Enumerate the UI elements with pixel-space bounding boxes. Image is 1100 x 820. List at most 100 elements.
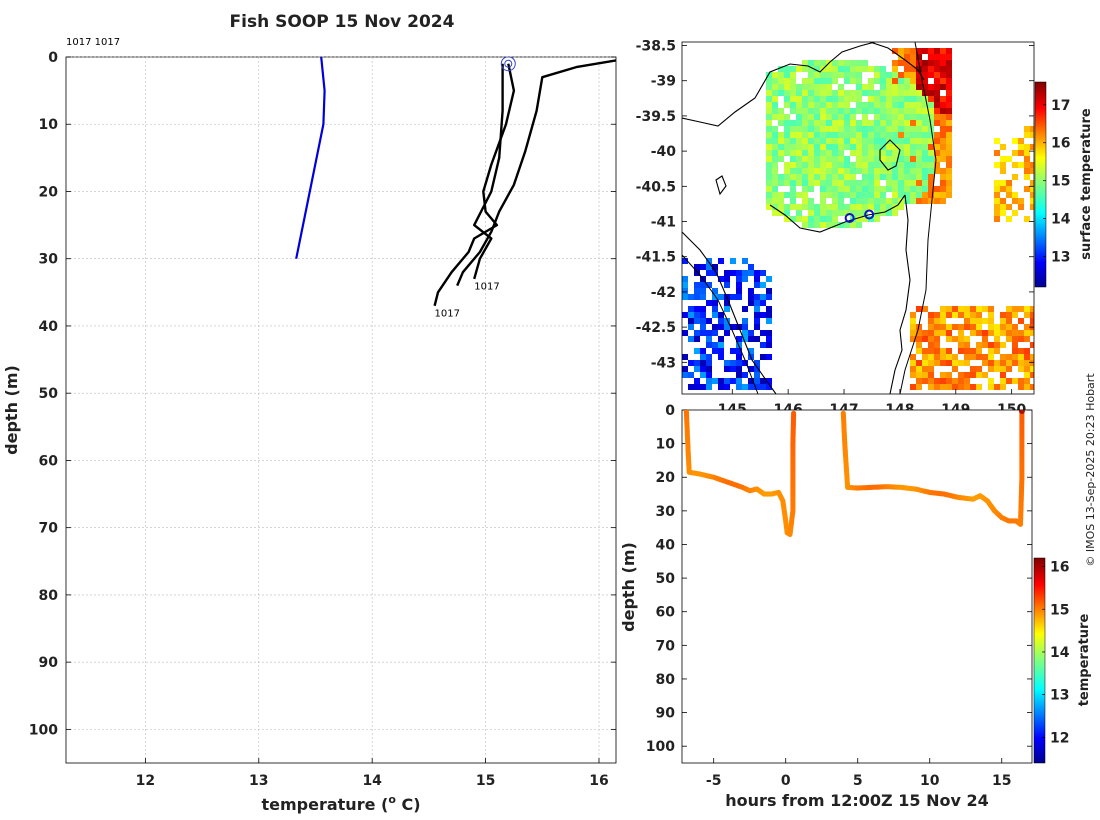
sst-pixel: [802, 198, 808, 204]
sst-pixel: [964, 354, 970, 360]
sst-pixel: [1024, 168, 1030, 174]
sst-pixel: [814, 138, 820, 144]
sst-pixel: [820, 204, 826, 210]
sst-pixel: [1000, 342, 1006, 348]
sst-pixel: [838, 120, 844, 126]
sst-pixel: [898, 162, 904, 168]
sst-pixel: [898, 204, 904, 210]
sst-pixel: [946, 114, 952, 120]
sst-pixel: [940, 96, 946, 102]
sst-pixel: [976, 324, 982, 330]
sst-pixel: [928, 186, 934, 192]
sst-pixel: [862, 90, 868, 96]
profile-line-cast-b: [433, 63, 516, 307]
ts-point-surface: [1018, 410, 1025, 415]
sst-pixel: [826, 174, 832, 180]
sst-pixel: [928, 120, 934, 126]
sst-pixel: [1000, 372, 1006, 378]
sst-pixel: [922, 360, 928, 366]
sst-pixel: [808, 156, 814, 162]
sst-pixel: [808, 186, 814, 192]
sst-pixel: [964, 348, 970, 354]
sst-pixel: [856, 120, 862, 126]
sst-pixel: [928, 72, 934, 78]
sst-pixel: [928, 336, 934, 342]
sst-pixel: [940, 174, 946, 180]
sst-pixel: [1018, 318, 1024, 324]
sst-pixel: [1024, 336, 1030, 342]
ts-xtick-label: -5: [706, 773, 722, 789]
sst-pixel: [970, 348, 976, 354]
sst-pixel: [784, 144, 790, 150]
sst-pixel: [886, 84, 892, 90]
sst-pixel: [856, 150, 862, 156]
ts-ytick-label: 10: [656, 437, 676, 453]
sst-pixel: [778, 138, 784, 144]
sst-pixel: [802, 84, 808, 90]
sst-pixel: [988, 354, 994, 360]
ts-ytick-label: 50: [656, 571, 676, 587]
sst-pixel: [748, 270, 754, 276]
sst-pixel: [940, 156, 946, 162]
sst-pixel: [928, 366, 934, 372]
profile-axes-box: [65, 56, 617, 764]
sst-pixel: [934, 108, 940, 114]
map-ytick-label: -43: [651, 355, 676, 371]
sst-pixel: [760, 354, 766, 360]
sst-pixel: [928, 60, 934, 66]
sst-pixel: [1000, 366, 1006, 372]
sst-pixel: [1000, 144, 1006, 150]
sst-pixel: [820, 180, 826, 186]
sst-pixel: [748, 378, 754, 384]
sst-pixel: [802, 192, 808, 198]
sst-pixel: [946, 138, 952, 144]
sst-pixel: [682, 372, 688, 378]
sst-pixel: [796, 132, 802, 138]
sst-pixel: [916, 336, 922, 342]
sst-pixel: [754, 300, 760, 306]
sst-pixel: [1024, 312, 1030, 318]
sst-pixel: [874, 120, 880, 126]
sst-pixel: [856, 132, 862, 138]
sst-pixel: [736, 378, 742, 384]
sst-pixel: [796, 90, 802, 96]
sst-pixel: [772, 90, 778, 96]
sst-pixel: [874, 132, 880, 138]
sst-pixel: [820, 210, 826, 216]
sst-pixel: [730, 294, 736, 300]
sst-pixel: [940, 60, 946, 66]
sst-pixel: [766, 150, 772, 156]
sst-pixel: [874, 108, 880, 114]
sst-pixel: [1024, 186, 1030, 192]
sst-pixel: [682, 258, 688, 264]
sst-pixel: [844, 108, 850, 114]
sst-pixels: [682, 48, 1034, 390]
sst-pixel: [790, 150, 796, 156]
sst-pixel: [790, 120, 796, 126]
sst-pixel: [904, 168, 910, 174]
sst-pixel: [928, 156, 934, 162]
sst-pixel: [994, 336, 1000, 342]
sst-pixel: [904, 48, 910, 54]
sst-pixel: [916, 120, 922, 126]
sst-pixel: [802, 144, 808, 150]
sst-pixel: [1030, 318, 1034, 324]
sst-pixel: [1012, 312, 1018, 318]
sst-pixel: [922, 198, 928, 204]
sst-pixel: [964, 342, 970, 348]
sst-pixel: [1012, 162, 1018, 168]
sst-pixel: [820, 60, 826, 66]
sst-pixel: [706, 378, 712, 384]
sst-pixel: [850, 108, 856, 114]
sst-pixel: [784, 162, 790, 168]
sst-pixel: [898, 132, 904, 138]
sst-pixel: [994, 204, 1000, 210]
sst-pixel: [940, 378, 946, 384]
sst-pixel: [766, 90, 772, 96]
credit-text: © IMOS 13-Sep-2025 20:23 Hobart: [1084, 373, 1097, 567]
sst-pixel: [772, 108, 778, 114]
sst-pixel: [886, 90, 892, 96]
sst-pixel: [874, 72, 880, 78]
sst-pixel: [934, 132, 940, 138]
sst-pixel: [790, 132, 796, 138]
